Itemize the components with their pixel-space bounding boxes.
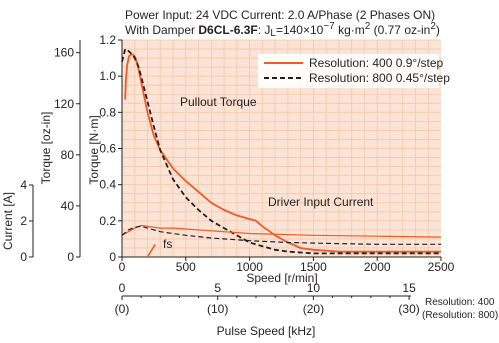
title-value: =140×10 [276,23,324,37]
pulse-tick-label: 10 [307,281,321,295]
x-tick-labels: 0 500 1000 1500 2000 2500 [119,257,455,274]
current-tick-label: 2 [20,214,27,228]
x-tick-label: 1000 [236,260,263,274]
x-tick-label: 500 [176,260,196,274]
x-axis-label: Speed [r/min] [246,271,317,285]
chart-title-line1: Power Input: 24 VDC Current: 2.0 A/Phase… [125,8,435,22]
title-suffix: : J [258,23,271,37]
ozin-tick-label: 0 [67,250,74,264]
fs-marker [146,243,156,258]
y-tick-label: 0 [109,250,116,264]
ozin-tick-labels: 0 40 80 120 160 [54,46,80,264]
title-sub: L [270,28,276,39]
title-prefix: With Damper [125,23,198,37]
ozin-tick-label: 40 [61,199,75,213]
current-tick-label: 4 [20,178,27,192]
pulse-tick-label-800: (10) [207,302,228,316]
chart-title-line2: With Damper D6CL-6.3F: JL=140×10−7 kg·m2… [125,21,440,39]
title-oz: (0.77 oz-in [370,23,430,37]
x-tick-label: 0 [119,260,126,274]
pulse-tick-label-800: (0) [115,302,130,316]
series-line-torque-1 [121,48,441,255]
ozin-axis-label: Torque [oz-in] [39,112,53,185]
torque-nm-axis-label: Torque [N·m] [87,115,101,184]
y-tick-label: 0.8 [99,105,116,119]
legend-label-res400: Resolution: 400 0.9°/step [309,56,444,70]
series-group [121,48,442,258]
pulse-speed-ticks: 0 (0) 5 (10) 10 (20) 15 (30) [115,281,420,316]
legend-box [258,54,439,88]
driver-input-current-label: Driver Input Current [268,195,374,209]
pulse-tick-label-800: (20) [303,302,324,316]
fs-label: fs [163,237,172,251]
damper-model: D6CL-6.3F [198,23,257,37]
pulse-tick-label: 5 [214,281,221,295]
pullout-torque-label: Pullout Torque [180,95,257,109]
title-close: ) [436,23,440,37]
current-axis-label: Current [A] [1,192,15,250]
pulse-speed-axis-label: Pulse Speed [kHz] [217,324,316,338]
series-line-current-3 [121,225,441,245]
y-tick-label: 1.0 [99,69,116,83]
current-tick-labels: 0 2 4 [20,178,33,264]
pulse-res400-label: Resolution: 400 [425,297,495,308]
pulse-tick-label-800: (30) [398,302,419,316]
x-tick-label: 1500 [300,260,327,274]
ozin-tick-label: 160 [54,46,74,60]
y-tick-label: 0.6 [99,142,116,156]
series-line-torque-0 [124,53,441,253]
x-tick-label: 2500 [428,260,455,274]
pulse-res800-label: (Resolution: 800) [422,310,498,321]
x-tick-label: 2000 [364,260,391,274]
title-unit-exp: 2 [365,21,371,32]
title-unit: kg·m [335,23,365,37]
title-oz-exp: 2 [430,21,436,32]
y-tick-label: 0.4 [99,178,116,192]
ozin-tick-label: 80 [61,148,75,162]
title-exp: −7 [323,21,335,32]
series-line-current-2 [121,224,442,238]
ozin-tick-label: 120 [54,97,74,111]
legend-label-res800: Resolution: 800 0.45°/step [309,71,450,85]
y-tick-label: 1.2 [99,33,116,47]
current-tick-label: 0 [20,250,27,264]
pulse-tick-label: 0 [119,281,126,295]
pulse-tick-label: 15 [402,281,416,295]
y-tick-labels: 0 0.2 0.4 0.6 0.8 1.0 1.2 [99,33,122,264]
y-tick-label: 0.2 [99,214,116,228]
